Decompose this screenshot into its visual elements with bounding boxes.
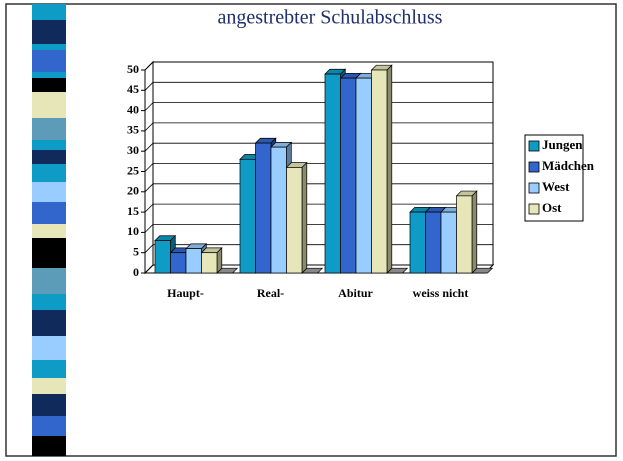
y-tick-label: 50 xyxy=(127,62,139,76)
y-tick-label: 25 xyxy=(127,163,139,177)
x-tick-label: Abitur xyxy=(338,286,373,300)
bar-front xyxy=(239,158,256,274)
grid-line xyxy=(144,122,154,132)
bar-front xyxy=(340,77,357,274)
bar-front xyxy=(170,252,187,274)
legend-swatch xyxy=(528,182,540,194)
bar-front xyxy=(154,240,171,274)
grid-line xyxy=(144,82,154,91)
bar xyxy=(455,190,478,274)
grid-line xyxy=(144,203,154,213)
bar-front xyxy=(286,167,303,274)
bar xyxy=(285,161,308,274)
grid-line xyxy=(144,244,154,253)
y-tick-label: 15 xyxy=(127,204,139,218)
legend-swatch xyxy=(528,203,540,215)
bar-front xyxy=(185,248,202,274)
y-tick-label: 10 xyxy=(127,224,139,238)
bar-front xyxy=(425,211,442,274)
x-tick-label: weiss nicht xyxy=(413,286,469,300)
bar-front xyxy=(456,195,473,274)
grid-line xyxy=(144,61,154,71)
bar-front xyxy=(371,69,388,274)
grid-line xyxy=(144,183,154,193)
bar-front xyxy=(201,252,218,274)
bar-front xyxy=(324,73,341,274)
grid-line xyxy=(144,142,154,152)
legend-label: Jungen xyxy=(542,137,583,152)
legend-swatch xyxy=(528,140,540,152)
y-tick-label: 20 xyxy=(127,184,139,198)
grid-line xyxy=(144,264,154,274)
y-tick-label: 35 xyxy=(127,123,139,137)
bar xyxy=(370,64,393,274)
grid-line xyxy=(144,102,154,111)
bar-front xyxy=(355,77,372,274)
y-tick-label: 0 xyxy=(133,265,139,279)
bar-side xyxy=(301,161,308,274)
bar-side xyxy=(386,64,393,274)
legend-label: Mädchen xyxy=(542,158,595,173)
legend-swatch xyxy=(528,161,540,173)
bar-side xyxy=(216,247,223,274)
legend-label: Ost xyxy=(542,200,562,215)
legend-label: West xyxy=(542,179,570,194)
bar-front xyxy=(270,146,287,274)
y-tick-label: 45 xyxy=(127,82,139,96)
x-tick-label: Real- xyxy=(257,286,284,300)
y-tick-label: 30 xyxy=(127,143,139,157)
grid-line xyxy=(144,224,154,233)
x-tick-label: Haupt- xyxy=(167,286,204,300)
bar-front xyxy=(255,142,272,274)
decor-strip xyxy=(32,4,66,456)
bar-front xyxy=(409,211,426,274)
y-tick-label: 5 xyxy=(133,244,139,258)
bar-front xyxy=(440,211,457,274)
bar xyxy=(200,247,223,274)
grid-line xyxy=(144,163,154,172)
y-tick-label: 40 xyxy=(127,102,139,116)
chart-title: angestrebter Schulabschluss xyxy=(218,7,443,29)
bar-side xyxy=(471,190,478,274)
